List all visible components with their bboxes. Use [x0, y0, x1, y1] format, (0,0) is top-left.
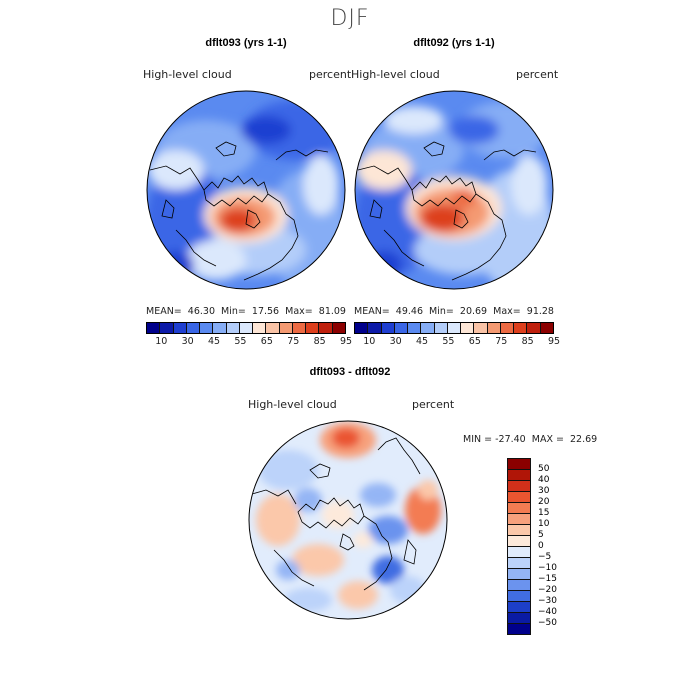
panel-1-units: percent	[309, 68, 352, 81]
diff-colorbar-swatch	[508, 624, 530, 634]
diff-colorbar-swatch	[508, 514, 530, 525]
colorbar-swatch	[381, 323, 395, 333]
colorbar-swatch	[394, 323, 409, 333]
colorbar-tick-label: 30	[389, 336, 402, 347]
diff-colorbar-level-label: −20	[538, 585, 557, 595]
diff-colorbar-level-label: −50	[538, 618, 557, 628]
diff-colorbar-swatch	[508, 547, 530, 558]
diff-colorbar-swatch	[508, 536, 530, 547]
panel-2-title: dflt092 (yrs 1-1)	[413, 37, 495, 49]
colorbar-swatch	[279, 323, 293, 333]
diff-colorbar-swatch	[508, 569, 530, 580]
colorbar-swatch	[487, 323, 501, 333]
colorbar-swatch	[200, 323, 214, 333]
colorbar-swatch	[474, 323, 488, 333]
colorbar-swatch	[226, 323, 240, 333]
diff-colorbar-level-label: 0	[538, 541, 544, 551]
diff-title: dflt093 - dflt092	[309, 366, 391, 378]
colorbar-swatch	[160, 323, 174, 333]
colorbar-swatch	[173, 323, 187, 333]
colorbar-swatch	[266, 323, 280, 333]
diff-colorbar-level-label: 40	[538, 475, 550, 485]
diff-colorbar-swatch	[508, 580, 530, 591]
colorbar-tick-label: 10	[155, 336, 168, 347]
colorbar-swatch	[239, 323, 254, 333]
diff-colorbar-swatch	[508, 492, 530, 503]
colorbar-swatch	[253, 323, 267, 333]
diff-colorbar-swatch	[508, 525, 530, 536]
panel-1-title: dflt093 (yrs 1-1)	[205, 37, 287, 49]
panel-2-stats: MEAN= 49.46 Min= 20.69 Max= 91.28	[354, 306, 554, 317]
colorbar-swatch	[461, 323, 475, 333]
colorbar-tick-label: 10	[363, 336, 376, 347]
diff-colorbar-swatch	[508, 613, 530, 624]
diff-colorbar-level-label: 15	[538, 508, 550, 518]
colorbar-swatch	[355, 323, 369, 333]
colorbar-swatch	[147, 323, 161, 333]
colorbar-tick-label: 75	[495, 336, 508, 347]
colorbar-swatch	[306, 323, 320, 333]
colorbar-swatch	[408, 323, 422, 333]
diff-units: percent	[412, 398, 455, 411]
diff-colorbar-level-label: 50	[538, 464, 550, 474]
colorbar-tick-label: 95	[548, 336, 561, 347]
panel-2-variable: High-level cloud	[351, 68, 440, 81]
colorbar-swatch	[434, 323, 448, 333]
colorbar-swatch	[292, 323, 307, 333]
colorbar-swatch	[213, 323, 227, 333]
panel-1-map	[146, 90, 346, 290]
colorbar-swatch	[500, 323, 515, 333]
diff-variable: High-level cloud	[248, 398, 337, 411]
colorbar-swatch	[332, 323, 345, 333]
diff-colorbar-level-label: 5	[538, 530, 544, 540]
colorbar-tick-label: 45	[416, 336, 429, 347]
colorbar-2	[354, 322, 554, 334]
colorbar-tick-label: 65	[468, 336, 481, 347]
diff-colorbar-level-label: −40	[538, 607, 557, 617]
colorbar-tick-label: 75	[287, 336, 300, 347]
colorbar-tick-label: 65	[260, 336, 273, 347]
figure-title: DJF	[330, 6, 370, 31]
diff-colorbar-level-label: 10	[538, 519, 550, 529]
colorbar-swatch	[186, 323, 201, 333]
diff-colorbar-swatch	[508, 503, 530, 514]
diff-colorbar-level-label: 30	[538, 486, 550, 496]
colorbar-swatch	[527, 323, 541, 333]
diff-map	[248, 420, 448, 620]
colorbar-tick-label: 85	[313, 336, 326, 347]
diff-colorbar-swatch	[508, 558, 530, 569]
diff-colorbar	[507, 458, 531, 635]
colorbar-swatch	[514, 323, 528, 333]
diff-colorbar-level-label: −15	[538, 574, 557, 584]
colorbar-tick-label: 85	[521, 336, 534, 347]
colorbar-swatch	[319, 323, 333, 333]
panel-2-map	[354, 90, 554, 290]
colorbar-tick-label: 55	[234, 336, 247, 347]
colorbar-tick-label: 30	[181, 336, 194, 347]
diff-colorbar-swatch	[508, 591, 530, 602]
diff-colorbar-swatch	[508, 470, 530, 481]
panel-1-variable: High-level cloud	[143, 68, 232, 81]
diff-colorbar-level-label: −5	[538, 552, 552, 562]
diff-colorbar-swatch	[508, 602, 530, 613]
diff-colorbar-level-label: −10	[538, 563, 557, 573]
colorbar-1	[146, 322, 346, 334]
colorbar-swatch	[540, 323, 553, 333]
diff-colorbar-swatch	[508, 459, 530, 470]
diff-stats: MIN = -27.40 MAX = 22.69	[463, 434, 598, 445]
panel-2-units: percent	[516, 68, 559, 81]
diff-colorbar-level-label: −30	[538, 596, 557, 606]
colorbar-tick-label: 45	[208, 336, 221, 347]
colorbar-tick-label: 95	[340, 336, 353, 347]
diff-colorbar-level-label: 20	[538, 497, 550, 507]
colorbar-ticks: 10 30 45 55 65 75 85 95 10 30 45 55 65 75 85 95	[0, 336, 700, 350]
colorbar-swatch	[368, 323, 382, 333]
colorbar-tick-label: 55	[442, 336, 455, 347]
colorbar-swatch	[421, 323, 435, 333]
panel-1-stats: MEAN= 46.30 Min= 17.56 Max= 81.09	[146, 306, 346, 317]
diff-colorbar-swatch	[508, 481, 530, 492]
colorbar-swatch	[447, 323, 462, 333]
